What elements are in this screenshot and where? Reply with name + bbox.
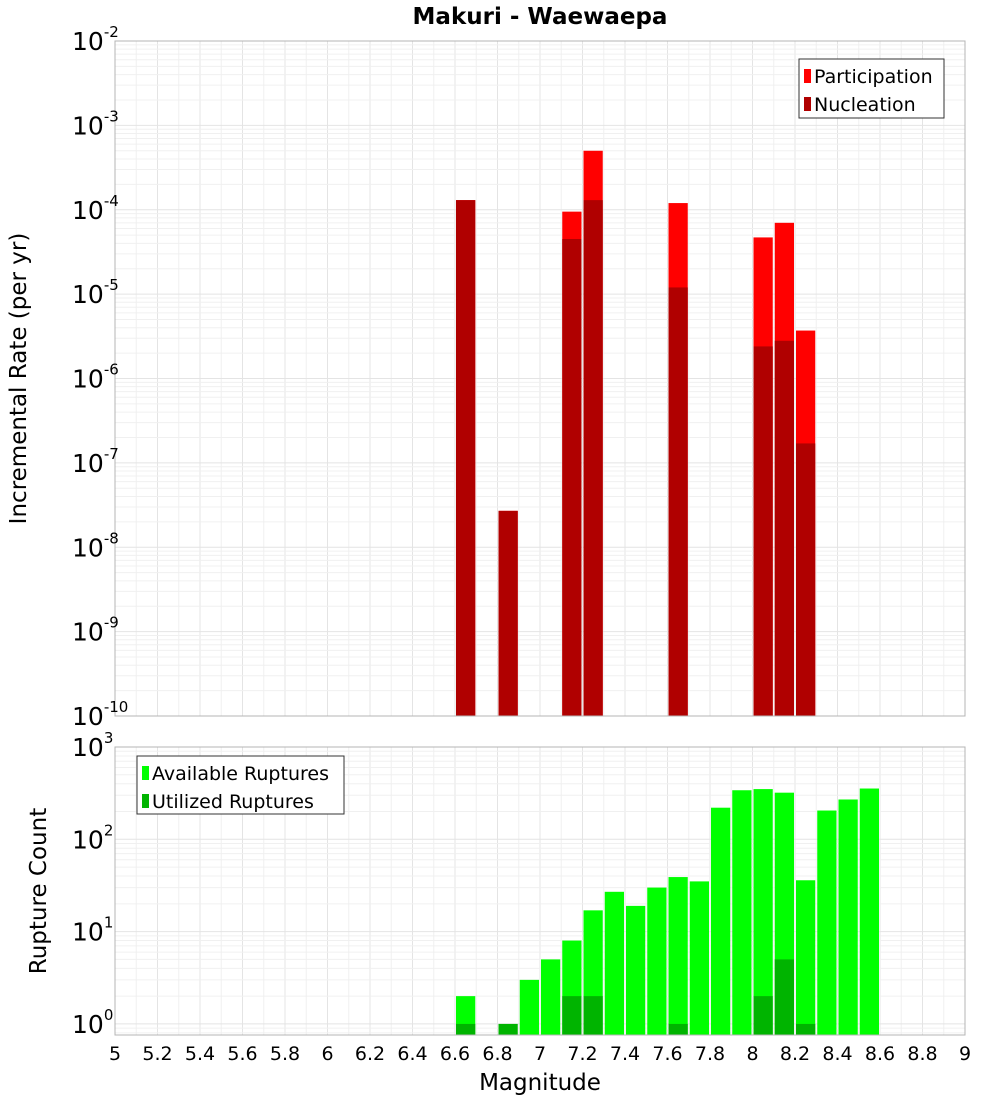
- bottom-bar-utilized-ruptures: [796, 1023, 816, 1035]
- x-tick-label: 6.6: [440, 1043, 470, 1065]
- bottom-legend-swatch: [142, 766, 149, 780]
- x-tick-label: 8.2: [780, 1043, 810, 1065]
- top-legend-box: [798, 58, 945, 119]
- top-bar-nucleation: [583, 200, 603, 716]
- top-legend-swatch: [804, 69, 811, 83]
- bottom-bar-utilized-ruptures: [753, 996, 773, 1035]
- bottom-bar-available-ruptures: [689, 881, 709, 1035]
- top-bar-nucleation: [456, 200, 476, 716]
- bottom-bar-available-ruptures: [604, 891, 624, 1035]
- x-tick-label: 8.6: [865, 1043, 895, 1065]
- x-tick-label: 5.2: [142, 1043, 172, 1065]
- bottom-bar-available-ruptures: [838, 799, 858, 1035]
- x-tick-label: 7.6: [652, 1043, 682, 1065]
- bottom-bar-utilized-ruptures: [498, 1023, 518, 1035]
- chart-title: Makuri - Waewaepa: [413, 4, 668, 30]
- x-tick-label: 7.8: [695, 1043, 725, 1065]
- bottom-bar-available-ruptures: [817, 810, 837, 1035]
- bottom-plot-frame: [114, 746, 966, 1036]
- x-tick-label: 7.4: [610, 1043, 640, 1065]
- bottom-legend-label: Available Ruptures: [152, 763, 329, 785]
- x-axis-label: Magnitude: [479, 1070, 601, 1096]
- top-bar-nucleation: [774, 340, 794, 716]
- bottom-bar-available-ruptures: [796, 880, 816, 1035]
- x-tick-label: 5.8: [270, 1043, 300, 1065]
- x-tick-label: 6.8: [482, 1043, 512, 1065]
- bottom-y-tick-label: 101: [72, 914, 113, 947]
- bottom-bar-utilized-ruptures: [774, 959, 794, 1035]
- bottom-bar-available-ruptures: [859, 788, 879, 1035]
- x-tick-label: 7: [534, 1043, 546, 1065]
- bottom-y-tick-label: 100: [72, 1006, 113, 1039]
- top-legend-label: Nucleation: [814, 94, 916, 116]
- x-tick-label: 8.8: [907, 1043, 937, 1065]
- x-tick-label: 9: [959, 1043, 971, 1065]
- bottom-legend-swatch: [142, 794, 149, 808]
- top-y-tick-label: 10-6: [72, 361, 119, 394]
- x-tick-label: 8.4: [822, 1043, 852, 1065]
- top-bar-nucleation: [753, 346, 773, 716]
- top-legend-swatch: [804, 97, 811, 111]
- bottom-bar-available-ruptures: [753, 789, 773, 1035]
- top-bar-nucleation: [796, 443, 816, 716]
- bottom-bar-utilized-ruptures: [562, 996, 582, 1035]
- top-bar-nucleation: [498, 510, 518, 716]
- bottom-y-tick-label: 103: [72, 729, 113, 762]
- bottom-y-tick-label: 102: [72, 821, 113, 854]
- bottom-bar-available-ruptures: [647, 887, 667, 1035]
- x-tick-label: 7.2: [567, 1043, 597, 1065]
- bottom-bar-utilized-ruptures: [668, 1023, 688, 1035]
- top-y-tick-label: 10-7: [72, 445, 119, 478]
- top-y-tick-label: 10-8: [72, 529, 119, 562]
- bottom-bar-available-ruptures: [626, 905, 646, 1035]
- top-y-tick-label: 10-5: [72, 276, 119, 309]
- x-tick-label: 5.4: [185, 1043, 215, 1065]
- top-y-tick-label: 10-2: [72, 23, 119, 56]
- x-tick-label: 8: [746, 1043, 758, 1065]
- bottom-bar-available-ruptures: [668, 877, 688, 1035]
- x-tick-label: 6.4: [397, 1043, 427, 1065]
- top-y-tick-label: 10-3: [72, 107, 119, 140]
- x-tick-label: 6: [321, 1043, 333, 1065]
- x-tick-label: 6.2: [355, 1043, 385, 1065]
- bottom-bar-available-ruptures: [711, 807, 731, 1035]
- x-tick-label: 5: [109, 1043, 121, 1065]
- bottom-bar-available-ruptures: [541, 959, 561, 1035]
- bottom-bar-available-ruptures: [732, 790, 752, 1035]
- top-plot-frame: [114, 40, 966, 717]
- bottom-legend-label: Utilized Ruptures: [152, 791, 314, 813]
- top-bar-nucleation: [562, 239, 582, 716]
- bottom-bar-available-ruptures: [519, 979, 539, 1035]
- top-y-tick-label: 10-10: [72, 698, 128, 731]
- top-legend-label: Participation: [814, 66, 933, 88]
- top-y-axis-label: Incremental Rate (per yr): [6, 233, 32, 525]
- top-y-tick-label: 10-9: [72, 614, 119, 647]
- bottom-bar-utilized-ruptures: [583, 996, 603, 1035]
- bottom-bar-utilized-ruptures: [456, 1023, 476, 1035]
- x-tick-label: 5.6: [227, 1043, 257, 1065]
- bottom-y-axis-label: Rupture Count: [26, 808, 52, 974]
- bottom-legend-box: [136, 755, 345, 815]
- top-bar-nucleation: [668, 287, 688, 716]
- top-y-tick-label: 10-4: [72, 192, 119, 225]
